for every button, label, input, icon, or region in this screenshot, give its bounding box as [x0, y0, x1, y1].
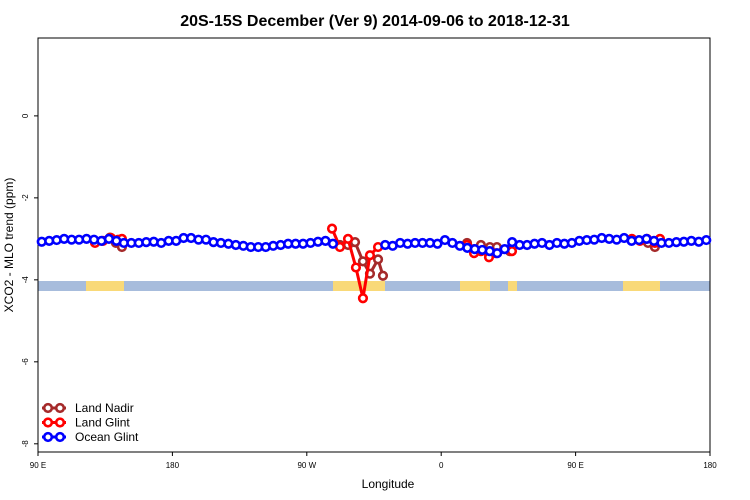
legend-marker [54, 431, 66, 443]
legend-marker [54, 417, 66, 428]
point [377, 270, 389, 281]
legend-marker [54, 402, 66, 414]
x-tick-label: 0 [439, 461, 444, 470]
surface-band [38, 281, 710, 291]
y-tick-label: -2 [21, 194, 30, 202]
y-tick-label: -6 [21, 358, 30, 366]
point [701, 234, 712, 246]
x-tick-label: 180 [703, 461, 717, 470]
land-band [86, 281, 124, 291]
y-axis-label: XCO2 - MLO trend (ppm) [2, 178, 16, 313]
x-tick-label: 180 [166, 461, 180, 470]
legend-marker [42, 402, 54, 414]
land-band [460, 281, 490, 291]
point [372, 254, 384, 265]
point [432, 238, 443, 249]
point [350, 262, 362, 273]
y-tick-label: -8 [21, 440, 30, 448]
y-tick-label: 0 [21, 113, 30, 118]
point [342, 233, 354, 244]
point [327, 238, 339, 249]
point [326, 223, 338, 234]
point [499, 243, 510, 255]
legend-label: Land Glint [75, 416, 130, 430]
point [357, 256, 369, 267]
y-tick-label: -4 [21, 276, 30, 284]
legend-marker [42, 431, 54, 443]
x-axis-label: Longitude [362, 477, 415, 491]
point [357, 293, 369, 304]
land-band [508, 281, 517, 291]
point [492, 248, 503, 259]
x-tick-label: 90 W [297, 461, 316, 470]
land-band [623, 281, 660, 291]
legend-marker [42, 417, 54, 428]
legend-label: Ocean Glint [75, 430, 139, 444]
x-tick-label: 90 E [567, 461, 583, 470]
chart-title: 20S-15S December (Ver 9) 2014-09-06 to 2… [180, 13, 570, 30]
x-tick-label: 90 E [30, 461, 46, 470]
legend-label: Land Nadir [75, 401, 134, 415]
point [364, 250, 376, 261]
